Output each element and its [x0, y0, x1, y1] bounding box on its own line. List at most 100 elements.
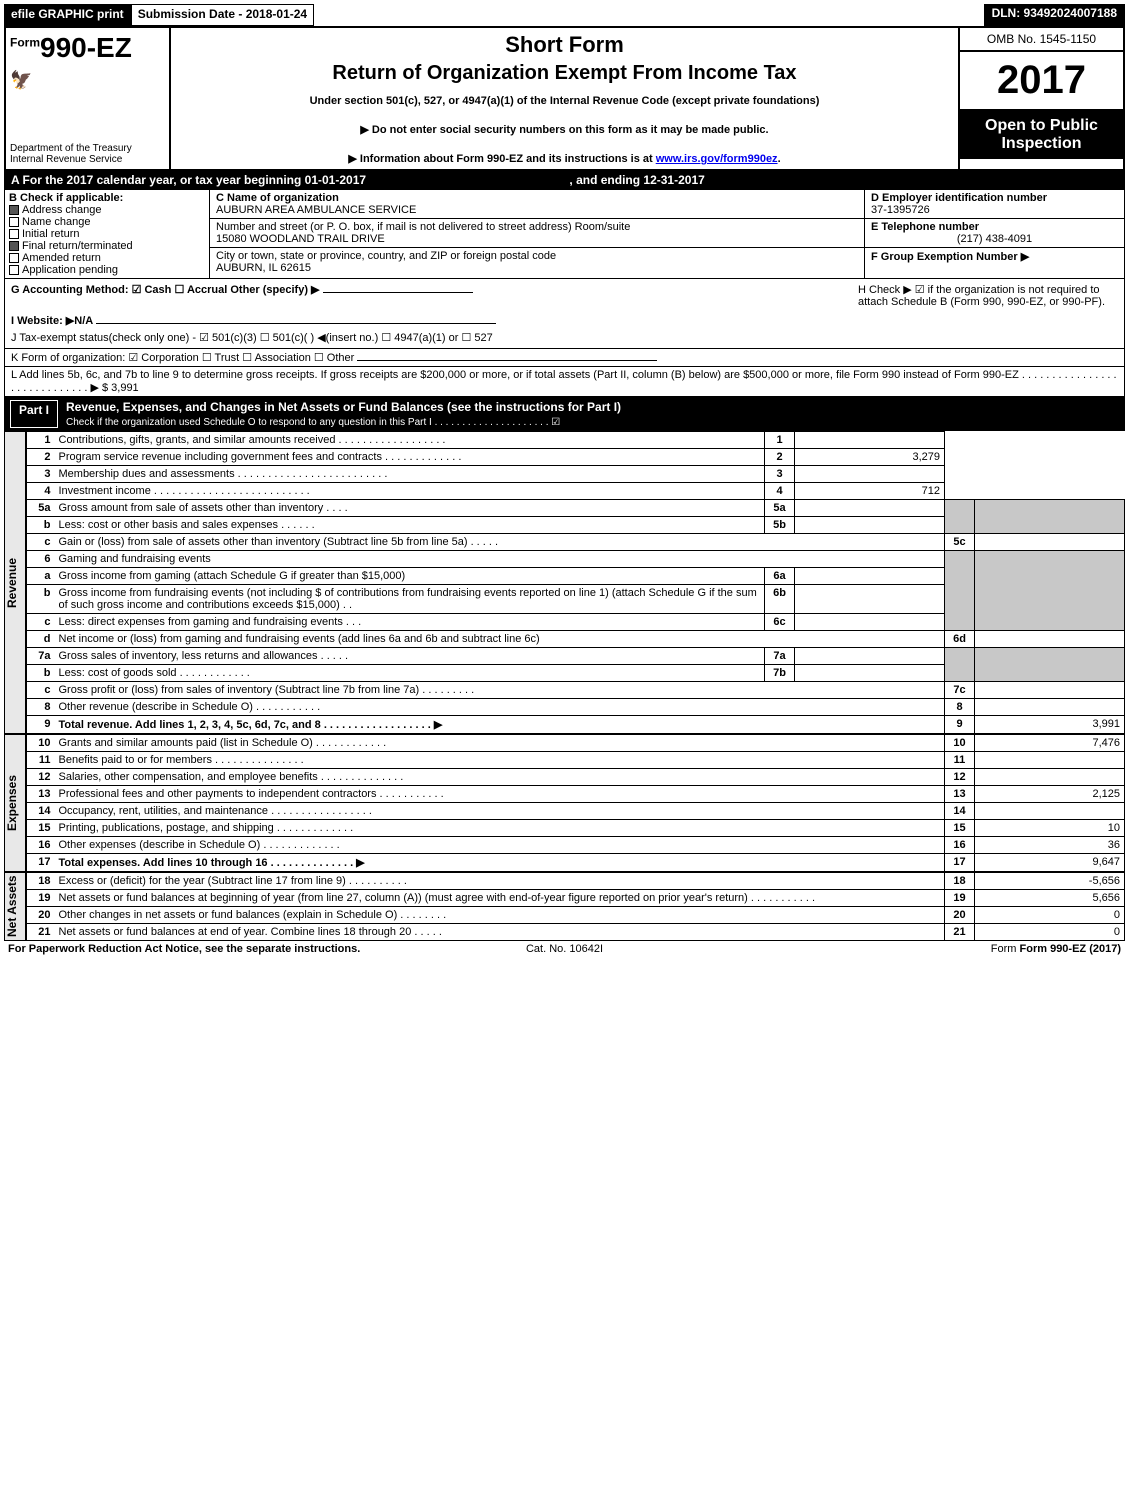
line-13: 13Professional fees and other payments t…: [27, 786, 1125, 803]
chk-application-pending-label: Application pending: [22, 264, 118, 276]
chk-initial-return[interactable]: Initial return: [9, 228, 205, 240]
h-schedule-b: H Check ▶ ☑ if the organization is not r…: [858, 283, 1118, 344]
j-tax-status: J Tax-exempt status(check only one) - ☑ …: [11, 331, 496, 344]
line-6d: dNet income or (loss) from gaming and fu…: [27, 631, 1125, 648]
d-ein-block: D Employer identification number 37-1395…: [865, 190, 1124, 219]
form-header: Form990-EZ 🦅 Department of the Treasury …: [4, 26, 1125, 171]
department-label: Department of the Treasury Internal Reve…: [10, 143, 165, 165]
section-b-checkboxes: B Check if applicable: Address change Na…: [5, 190, 210, 278]
c-city-block: City or town, state or province, country…: [210, 248, 864, 276]
instr2-prefix: ▶ Information about Form 990-EZ and its …: [348, 153, 655, 165]
line-1: 1Contributions, gifts, grants, and simil…: [27, 432, 1125, 449]
d-ein-value: 37-1395726: [871, 204, 930, 216]
section-c-org-info: C Name of organization AUBURN AREA AMBUL…: [210, 190, 864, 278]
row-a-tax-year: A For the 2017 calendar year, or tax yea…: [4, 171, 1125, 190]
line-15: 15Printing, publications, postage, and s…: [27, 820, 1125, 837]
i-website: I Website: ▶N/A: [11, 315, 93, 327]
chk-application-pending[interactable]: Application pending: [9, 264, 205, 276]
chk-amended-return[interactable]: Amended return: [9, 252, 205, 264]
g-accounting-text: G Accounting Method: ☑ Cash ☐ Accrual Ot…: [11, 283, 496, 296]
chk-final-return-label: Final return/terminated: [22, 240, 133, 252]
subtitle: Under section 501(c), 527, or 4947(a)(1)…: [179, 95, 950, 107]
c-street-label: Number and street (or P. O. box, if mail…: [216, 221, 630, 233]
footer-left: For Paperwork Reduction Act Notice, see …: [8, 943, 360, 955]
c-city-value: AUBURN, IL 62615: [216, 262, 311, 274]
line-17: 17Total expenses. Add lines 10 through 1…: [27, 854, 1125, 872]
k-text: K Form of organization: ☑ Corporation ☐ …: [11, 352, 354, 364]
instruction-line-2: ▶ Information about Form 990-EZ and its …: [179, 152, 950, 165]
line-10: 10Grants and similar amounts paid (list …: [27, 735, 1125, 752]
efile-print-button[interactable]: efile GRAPHIC print: [4, 4, 131, 26]
line-9: 9Total revenue. Add lines 1, 2, 3, 4, 5c…: [27, 716, 1125, 734]
expenses-table: 10Grants and similar amounts paid (list …: [26, 734, 1125, 872]
dln-label: DLN: 93492024007188: [984, 4, 1125, 26]
line-21: 21Net assets or fund balances at end of …: [27, 924, 1125, 941]
top-bar: efile GRAPHIC print Submission Date - 20…: [4, 4, 1125, 26]
footer-form: Form Form 990-EZ (2017): [991, 943, 1121, 955]
line-5c: cGain or (loss) from sale of assets othe…: [27, 534, 1125, 551]
line-3: 3Membership dues and assessments . . . .…: [27, 466, 1125, 483]
c-name-value: AUBURN AREA AMBULANCE SERVICE: [216, 204, 416, 216]
line-6: 6Gaming and fundraising events: [27, 551, 1125, 568]
part-i-label: Part I: [10, 400, 58, 428]
tax-year: 2017: [960, 52, 1123, 111]
line-7a: 7aGross sales of inventory, less returns…: [27, 648, 1125, 665]
expenses-section: Expenses 10Grants and similar amounts pa…: [4, 734, 1125, 872]
return-title: Return of Organization Exempt From Incom…: [179, 62, 950, 85]
e-tel-block: E Telephone number (217) 438-4091: [865, 219, 1124, 248]
section-def: D Employer identification number 37-1395…: [864, 190, 1124, 278]
revenue-table: 1Contributions, gifts, grants, and simil…: [26, 431, 1125, 734]
part-i-check: Check if the organization used Schedule …: [66, 417, 560, 428]
irs-link[interactable]: www.irs.gov/form990ez: [656, 153, 778, 165]
c-street-block: Number and street (or P. O. box, if mail…: [210, 219, 864, 248]
footer-catalog: Cat. No. 10642I: [526, 943, 603, 955]
irs-seal-icon: 🦅: [10, 70, 165, 91]
chk-address-change-label: Address change: [22, 204, 102, 216]
chk-name-change-label: Name change: [22, 216, 91, 228]
l-text: L Add lines 5b, 6c, and 7b to line 9 to …: [11, 369, 1117, 394]
submission-date-button[interactable]: Submission Date - 2018-01-24: [131, 4, 314, 26]
short-form-title: Short Form: [179, 32, 950, 58]
chk-initial-return-label: Initial return: [22, 228, 79, 240]
chk-final-return[interactable]: Final return/terminated: [9, 240, 205, 252]
d-ein-label: D Employer identification number: [871, 192, 1047, 204]
line-12: 12Salaries, other compensation, and empl…: [27, 769, 1125, 786]
b-label: B Check if applicable:: [9, 192, 205, 204]
page-footer: For Paperwork Reduction Act Notice, see …: [4, 941, 1125, 957]
e-tel-label: E Telephone number: [871, 221, 979, 233]
e-tel-value: (217) 438-4091: [871, 233, 1118, 245]
expenses-sidebar-label: Expenses: [4, 734, 26, 872]
instruction-line-1: ▶ Do not enter social security numbers o…: [179, 123, 950, 136]
chk-amended-return-label: Amended return: [22, 252, 101, 264]
row-a-text: A For the 2017 calendar year, or tax yea…: [11, 173, 366, 187]
line-14: 14Occupancy, rent, utilities, and mainte…: [27, 803, 1125, 820]
net-assets-section: Net Assets 18Excess or (deficit) for the…: [4, 872, 1125, 941]
header-left: Form990-EZ 🦅 Department of the Treasury …: [6, 28, 171, 169]
line-7c: cGross profit or (loss) from sales of in…: [27, 682, 1125, 699]
part-i-title: Revenue, Expenses, and Changes in Net As…: [66, 400, 621, 414]
line-8: 8Other revenue (describe in Schedule O) …: [27, 699, 1125, 716]
c-city-label: City or town, state or province, country…: [216, 250, 556, 262]
chk-address-change[interactable]: Address change: [9, 204, 205, 216]
net-assets-table: 18Excess or (deficit) for the year (Subt…: [26, 872, 1125, 941]
bcde-grid: B Check if applicable: Address change Na…: [4, 190, 1125, 279]
f-group-label: F Group Exemption Number ▶: [871, 251, 1029, 263]
c-street-value: 15080 WOODLAND TRAIL DRIVE: [216, 233, 385, 245]
f-group-block: F Group Exemption Number ▶: [865, 248, 1124, 265]
row-l-gross-receipts: L Add lines 5b, 6c, and 7b to line 9 to …: [4, 367, 1125, 397]
row-g-accounting: G Accounting Method: ☑ Cash ☐ Accrual Ot…: [4, 279, 1125, 349]
c-name-block: C Name of organization AUBURN AREA AMBUL…: [210, 190, 864, 219]
row-k-form-org: K Form of organization: ☑ Corporation ☐ …: [4, 349, 1125, 367]
form-number: Form990-EZ: [10, 32, 165, 64]
line-2: 2Program service revenue including gover…: [27, 449, 1125, 466]
line-16: 16Other expenses (describe in Schedule O…: [27, 837, 1125, 854]
revenue-sidebar-label: Revenue: [4, 431, 26, 734]
chk-name-change[interactable]: Name change: [9, 216, 205, 228]
row-a-ending: , and ending 12-31-2017: [569, 173, 704, 187]
line-19: 19Net assets or fund balances at beginni…: [27, 890, 1125, 907]
c-name-label: C Name of organization: [216, 192, 339, 204]
open-to-public: Open to Public Inspection: [960, 111, 1123, 159]
net-assets-sidebar-label: Net Assets: [4, 872, 26, 941]
form-prefix: Form: [10, 36, 40, 50]
omb-number: OMB No. 1545-1150: [960, 28, 1123, 52]
